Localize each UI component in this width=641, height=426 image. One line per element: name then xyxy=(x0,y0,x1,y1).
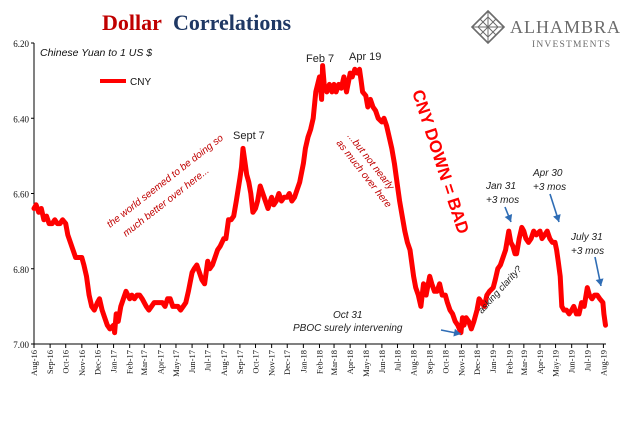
x-tick-label: May-19 xyxy=(551,350,561,377)
x-tick-label: May-17 xyxy=(171,350,181,377)
annotation-apr30-line2: +3 mos xyxy=(533,182,566,193)
annotation-oct31-line1: Oct 31 xyxy=(333,310,362,321)
x-tick-label: Dec-17 xyxy=(282,350,292,375)
annotation-asking: asking clarity? xyxy=(476,263,525,316)
brand-name: ALHAMBRA xyxy=(510,17,621,37)
legend-label-cny: CNY xyxy=(130,77,151,88)
x-tick-label: Nov-18 xyxy=(456,350,466,376)
annotation-feb7: Feb 7 xyxy=(306,53,334,65)
annotation-cnydown: CNY DOWN = BAD xyxy=(408,87,473,236)
x-tick-label: May-18 xyxy=(361,350,371,377)
x-tick-label: Apr-18 xyxy=(345,350,355,374)
chart-subtitle: Chinese Yuan to 1 US $ xyxy=(40,47,152,59)
y-tick-label: 6.80 xyxy=(13,265,29,275)
x-tick-label: Sep-17 xyxy=(235,350,245,374)
x-tick-label: Nov-16 xyxy=(77,350,87,376)
x-tick-label: Dec-16 xyxy=(92,350,102,375)
x-tick-label: Nov-17 xyxy=(267,350,277,376)
annotations: Sept 7 Feb 7 Apr 19 the world seemed to be … xyxy=(105,51,604,334)
brand-tagline: INVESTMENTS xyxy=(532,40,611,50)
x-tick-label: Feb-17 xyxy=(125,350,135,374)
x-tick-label: Jul-19 xyxy=(582,350,592,371)
x-tick-label: Oct-18 xyxy=(440,350,450,374)
y-tick-label: 6.20 xyxy=(13,39,29,49)
x-tick-label: Aug-16 xyxy=(29,350,39,376)
annotation-jan31-line2: +3 mos xyxy=(486,195,519,206)
x-tick-label: Feb-19 xyxy=(504,350,514,374)
x-tick-label: Jan-17 xyxy=(109,350,119,373)
x-tick-label: Sep-16 xyxy=(45,350,55,374)
y-tick-label: 7.00 xyxy=(13,340,29,350)
x-tick-label: Jul-18 xyxy=(392,350,402,371)
x-tick-label: Aug-17 xyxy=(219,350,229,376)
x-tick-label: Feb-18 xyxy=(314,350,324,374)
x-axis-ticks: Aug-16 Sep-16 Oct-16 Nov-16 Dec-16 Jan-17 Feb-… xyxy=(29,344,608,377)
x-tick-label: Jun-18 xyxy=(377,350,387,373)
annotation-world-line1: the world seemed to be doing so xyxy=(105,132,226,230)
title-part-dollar: Dollar xyxy=(102,10,162,35)
jul31-arrow xyxy=(594,256,604,287)
series-line-cny xyxy=(31,63,608,336)
jan31-arrow xyxy=(504,206,513,223)
x-tick-label: Sep-18 xyxy=(425,350,435,374)
chart-title: Dollar Correlations xyxy=(102,10,292,35)
x-tick-label: Jan-18 xyxy=(298,350,308,373)
annotation-apr30-line1: Apr 30 xyxy=(532,168,563,179)
x-tick-label: Dec-18 xyxy=(472,350,482,375)
apr30-arrow xyxy=(549,193,561,223)
annotation-jul31-line1: July 31 xyxy=(570,232,603,243)
x-tick-label: Mar-19 xyxy=(519,350,529,375)
y-axis-ticks: 6.20 6.40 6.60 6.80 7.00 xyxy=(13,39,34,350)
x-tick-label: Mar-17 xyxy=(139,350,149,375)
title-part-correlations: Correlations xyxy=(173,10,292,35)
annotation-arrows xyxy=(440,193,604,337)
y-tick-label: 6.60 xyxy=(13,190,29,200)
x-tick-label: Mar-18 xyxy=(329,350,339,375)
annotation-jan31-line1: Jan 31 xyxy=(485,181,516,192)
x-tick-label: Jun-17 xyxy=(187,350,197,373)
diamond-lattice-icon xyxy=(470,9,506,45)
x-tick-label: Jun-19 xyxy=(567,350,577,373)
annotation-oct31-line2: PBOC surely intervening xyxy=(293,323,403,334)
x-tick-label: Oct-17 xyxy=(251,350,261,374)
x-tick-label: Jul-17 xyxy=(203,350,213,371)
x-tick-label: Apr-19 xyxy=(535,350,545,374)
legend: CNY xyxy=(100,77,151,88)
x-tick-label: Jan-19 xyxy=(488,350,498,373)
x-tick-label: Aug-19 xyxy=(598,350,608,376)
oct31-arrow xyxy=(440,328,462,337)
x-tick-label: Apr-17 xyxy=(155,350,165,374)
annotation-apr19: Apr 19 xyxy=(349,51,381,63)
x-tick-label: Aug-18 xyxy=(409,350,419,376)
annotation-jul31-line2: +3 mos xyxy=(571,246,604,257)
y-tick-label: 6.40 xyxy=(13,114,29,124)
brand-logo: ALHAMBRA INVESTMENTS xyxy=(470,9,621,50)
annotation-sept7: Sept 7 xyxy=(233,130,265,142)
x-tick-label: Oct-16 xyxy=(61,350,71,374)
